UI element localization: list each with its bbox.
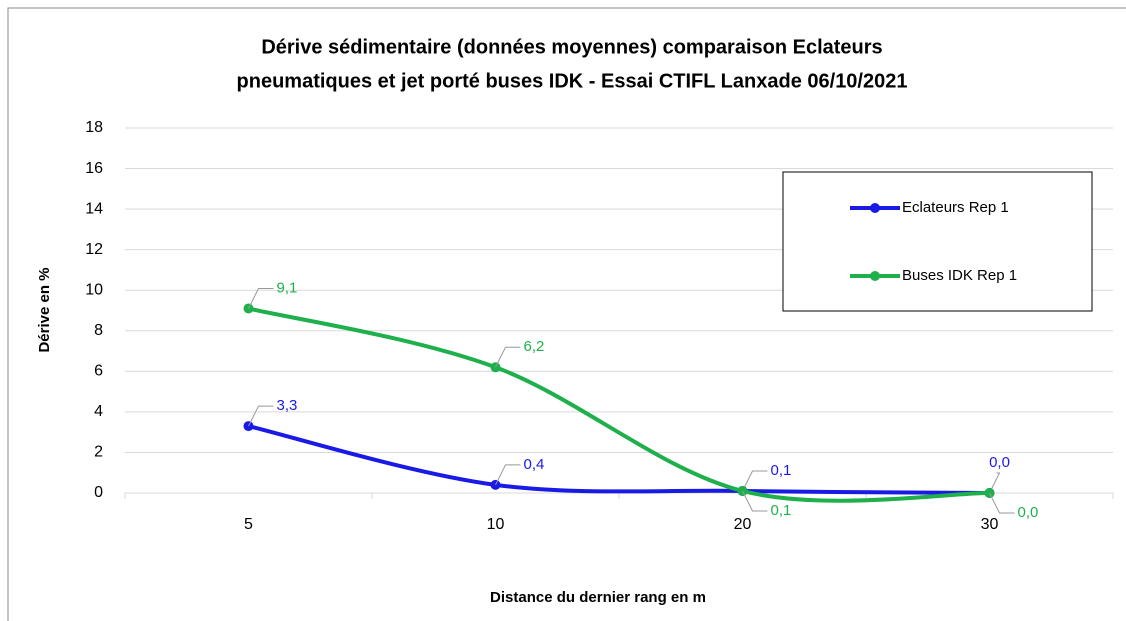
leader-line	[248, 287, 274, 309]
line	[248, 424, 990, 495]
y-tick-label: 16	[85, 160, 103, 177]
leader-line	[989, 472, 1001, 494]
leader-line	[495, 464, 521, 486]
leader-line	[989, 492, 1015, 514]
chart-title: pneumatiques et jet porté buses IDK - Es…	[237, 70, 908, 92]
x-tick-label: 5	[244, 516, 253, 533]
data-label: 0,1	[771, 502, 792, 519]
y-tick-label: 12	[85, 241, 103, 258]
y-axis-label: Dérive en %	[36, 267, 53, 352]
leader-line	[495, 346, 521, 368]
data-label: 0,0	[1018, 504, 1039, 521]
data-label: 3,3	[277, 397, 298, 414]
chart-title: Dérive sédimentaire (données moyennes) c…	[261, 36, 882, 58]
x-axis-label: Distance du dernier rang en m	[490, 589, 706, 606]
y-tick-label: 0	[94, 484, 103, 501]
data-label: 6,2	[524, 338, 545, 355]
x-tick-label: 30	[981, 516, 999, 533]
y-tick-label: 14	[85, 200, 103, 217]
leader-line	[248, 405, 274, 427]
y-tick-label: 8	[94, 322, 103, 339]
data-label: 0,0	[989, 454, 1010, 471]
legend-marker	[870, 203, 880, 213]
line	[248, 306, 990, 503]
x-tick-label: 10	[487, 516, 505, 533]
legend-label: Buses IDK Rep 1	[902, 267, 1017, 284]
leader-line	[742, 490, 768, 512]
y-tick-label: 6	[94, 363, 103, 380]
chart-frame	[7, 7, 1126, 621]
data-label: 0,1	[771, 462, 792, 479]
leader-line	[742, 470, 768, 492]
y-tick-label: 2	[94, 444, 103, 461]
x-tick-label: 20	[734, 516, 752, 533]
y-tick-label: 4	[94, 403, 103, 420]
legend-marker	[870, 271, 880, 281]
data-label: 9,1	[277, 279, 298, 296]
legend-box	[782, 171, 1093, 312]
data-label: 0,4	[524, 456, 545, 473]
legend-label: Eclateurs Rep 1	[902, 199, 1009, 216]
y-tick-label: 10	[85, 281, 103, 298]
y-tick-label: 18	[85, 119, 103, 136]
